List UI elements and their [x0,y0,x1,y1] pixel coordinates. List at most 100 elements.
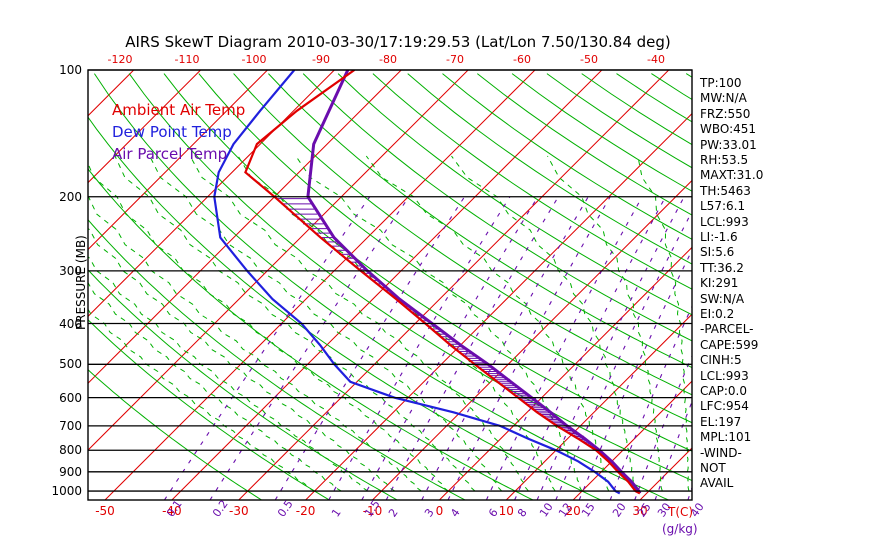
dry-adiabat [88,116,601,500]
top-temp-tick--120: -120 [107,53,133,66]
top-temp-tick--40: -40 [647,53,665,66]
isotherm [238,70,670,500]
isotherm [305,112,692,500]
isotherm [88,70,469,451]
parameter-ei-0-2: EI:0.2 [700,307,735,321]
mixing-ratio-line [328,196,511,500]
dry-adiabat [88,218,466,500]
dry-adiabat [93,73,669,500]
moist-adiabat [637,155,690,492]
isotherm [572,380,692,500]
bottom-temp-tick--20: -20 [295,504,316,518]
legend-ambient-air-temp: Ambient Air Temp [112,101,246,119]
dry-adiabat [88,319,330,500]
legend-air-parcel-temp: Air Parcel Temp [112,145,228,163]
parameter-l57-6-1: L57:6.1 [700,199,746,214]
pressure-tick-200: 200 [59,189,82,204]
bottom-temp-tick--50: -50 [95,504,115,518]
mixing-ratio-line [163,196,371,500]
parameter-li-1-6: LI:-1.6 [700,230,738,244]
pressure-tick-100: 100 [59,63,82,77]
parameter-wbo-451: WBO:451 [700,122,757,137]
dry-adiabat [88,369,262,500]
mixing-ratio-line [209,196,410,500]
parameter-ki-291: KI:291 [700,276,739,291]
top-temp-tick--70: -70 [446,53,464,66]
bottom-temp-tick-30: 30 [632,504,648,518]
dry-adiabat [511,73,692,192]
mixing-ratio-line [609,305,692,500]
parameter-cape-599: CAPE:599 [700,337,759,352]
isotherm [0,70,67,500]
mixing-ratio-line [634,354,692,500]
mixing-ratio-line [536,196,685,500]
dry-adiabat [302,73,692,342]
top-temp-tick--100: -100 [241,53,267,66]
parameter--wind-: -WIND- [700,445,742,460]
parameter-si-5-6: SI:5.6 [700,245,735,260]
parameter-lfc-954: LFC:954 [700,399,749,414]
ambient-air-temp-curve [244,70,641,495]
moist-adiabat [88,227,396,492]
moist-adiabat [88,282,342,492]
bottom-temp-tick-10: 10 [498,504,514,518]
bottom-temp-tick--40: -40 [162,504,182,518]
dry-adiabat [233,73,692,396]
bottom-temp-tick--30: -30 [228,504,249,518]
parameter-not: NOT [700,461,726,475]
bottom-temp-tick-20: 20 [565,504,581,518]
parameter-lcl-993: LCL:993 [700,368,749,383]
isotherm [88,70,335,318]
parameter-mw-n-a: MW:N/A [700,91,747,106]
moist-adiabat [88,308,315,492]
mixing-ratio-line [421,196,589,500]
page-title: AIRS SkewT Diagram 2010-03-30/17:19:29.5… [125,33,671,51]
parameter-rh-53-5: RH:53.5 [700,153,749,167]
bottom-temp-tick-0: 0 [435,504,444,518]
mixing-ratio-line [274,196,465,500]
parameter-mpl-101: MPL:101 [700,430,752,445]
bottom-temp-tick--10: -10 [362,504,383,518]
isotherm [104,70,536,500]
legend-dew-point-temp: Dew Point Temp [112,123,232,141]
temperature-axis-title: T(C) [668,505,694,519]
pressure-tick-400: 400 [59,316,82,331]
parameter-th-5463: TH:5463 [700,183,751,198]
dry-adiabat [372,73,692,290]
parameter-cinh-5: CINH:5 [700,353,742,368]
parameter-sw-n-a: SW:N/A [700,291,745,306]
parameter-lcl-993: LCL:993 [700,214,749,229]
pressure-tick-800: 800 [59,443,82,458]
dew-point-temp-curve [213,70,621,495]
isotherm [88,70,268,251]
isotherm [88,70,201,184]
dry-adiabat [268,73,692,369]
top-temp-tick--90: -90 [312,53,330,66]
air-parcel-temp-curve [306,70,642,494]
parameter-avail: AVAIL [700,476,734,491]
mixing-ratio-axis-title: (g/kg) [662,522,698,536]
parameter-maxt-31-0: MAXT:31.0 [700,168,764,183]
isotherm [171,70,603,500]
mixing-ratio-line [555,210,692,500]
pressure-axis-title: PRESSURE (MB) [74,235,88,330]
pressure-tick-900: 900 [59,464,82,479]
mixing-ratio-line [385,196,559,500]
dry-adiabat [163,73,692,452]
dry-adiabat [337,73,692,316]
parameter-pw-33-01: PW:33.01 [700,137,757,152]
pressure-tick-500: 500 [59,357,82,372]
parameter-tt-36-2: TT:36.2 [700,260,744,275]
dry-adiabat [128,73,692,482]
pressure-tick-600: 600 [59,390,82,405]
parameter-el-197: EL:197 [700,414,742,429]
parameter-tp-100: TP:100 [700,76,742,90]
isotherm [841,70,870,500]
pressure-tick-1000: 1000 [51,484,82,499]
top-temp-tick--60: -60 [513,53,531,66]
pressure-tick-300: 300 [59,263,82,278]
mixing-ratio-line [361,196,539,500]
dry-adiabat [407,73,692,265]
